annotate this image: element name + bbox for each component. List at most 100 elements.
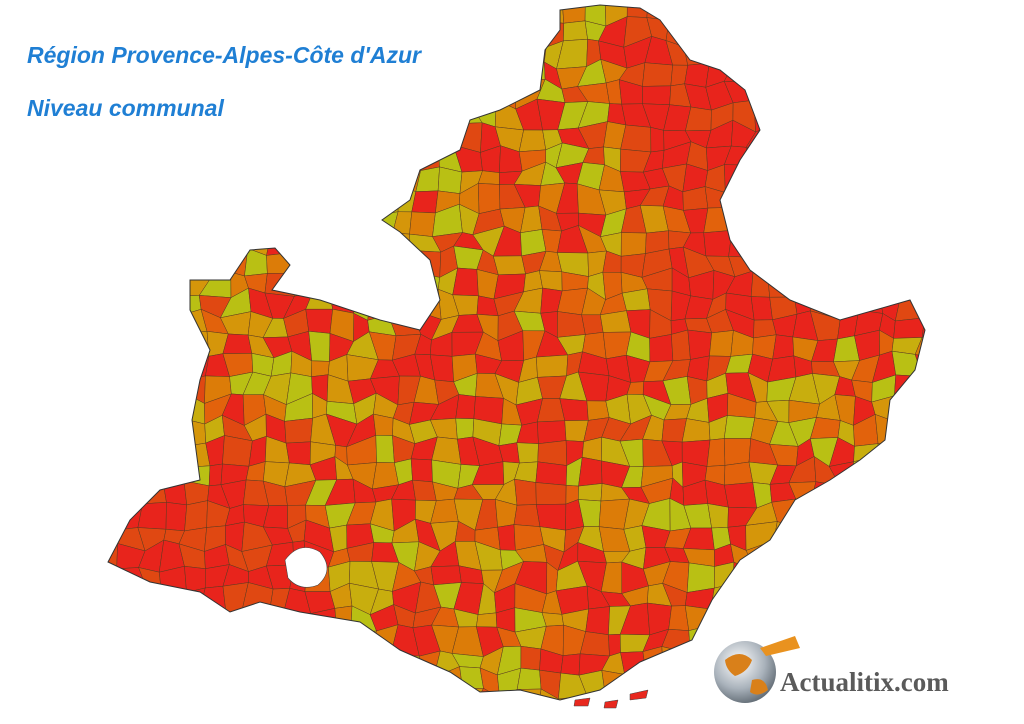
- commune: [830, 270, 862, 300]
- commune: [578, 483, 603, 502]
- commune: [766, 163, 794, 195]
- commune: [850, 148, 883, 170]
- commune: [851, 717, 873, 724]
- commune: [898, 100, 919, 126]
- commune: [811, 56, 836, 90]
- commune: [410, 78, 438, 108]
- commune: [915, 255, 925, 279]
- commune: [817, 606, 839, 630]
- commune: [141, 354, 167, 384]
- commune: [808, 229, 840, 251]
- commune: [108, 267, 122, 290]
- commune: [245, 695, 272, 700]
- commune: [770, 225, 796, 253]
- commune: [200, 607, 227, 632]
- commune: [330, 103, 351, 130]
- commune: [143, 225, 165, 256]
- commune: [837, 122, 859, 152]
- commune: [706, 47, 733, 66]
- commune: [809, 507, 838, 531]
- commune: [914, 294, 925, 319]
- commune: [207, 624, 225, 651]
- commune: [143, 149, 164, 172]
- commune: [115, 269, 140, 290]
- commune: [222, 226, 249, 258]
- commune: [284, 417, 313, 444]
- commune: [455, 709, 477, 724]
- commune: [165, 501, 188, 532]
- commune: [770, 78, 793, 103]
- commune: [585, 606, 611, 636]
- commune: [390, 686, 412, 700]
- commune: [354, 164, 375, 188]
- commune: [562, 5, 586, 24]
- commune: [186, 419, 207, 447]
- commune: [348, 184, 377, 216]
- commune: [304, 5, 335, 27]
- commune: [914, 275, 925, 298]
- commune: [139, 590, 162, 616]
- commune: [746, 21, 778, 48]
- commune: [918, 437, 925, 463]
- commune: [325, 17, 355, 45]
- commune: [642, 62, 673, 87]
- commune: [224, 650, 253, 675]
- commune: [333, 78, 351, 106]
- commune: [332, 669, 355, 694]
- commune: [620, 232, 647, 257]
- commune: [732, 561, 757, 595]
- commune: [734, 606, 755, 635]
- commune: [599, 310, 632, 333]
- commune: [872, 713, 900, 724]
- commune: [332, 231, 358, 254]
- commune: [304, 17, 335, 43]
- commune: [158, 592, 187, 616]
- commune: [287, 104, 310, 131]
- commune: [476, 612, 498, 628]
- commune: [291, 140, 316, 167]
- commune: [914, 168, 925, 189]
- commune: [857, 631, 883, 657]
- commune: [263, 204, 295, 237]
- commune: [791, 5, 818, 26]
- commune: [896, 186, 925, 214]
- commune: [851, 5, 876, 27]
- commune: [242, 104, 270, 132]
- commune: [879, 246, 901, 274]
- commune: [326, 251, 356, 276]
- commune: [748, 41, 775, 61]
- commune: [268, 695, 295, 700]
- commune: [350, 630, 377, 652]
- commune: [429, 18, 460, 44]
- commune: [157, 65, 188, 87]
- commune: [871, 498, 904, 526]
- commune: [518, 129, 547, 152]
- commune: [178, 607, 209, 634]
- commune: [723, 438, 751, 466]
- commune: [161, 270, 190, 298]
- commune: [391, 121, 421, 149]
- commune: [177, 166, 210, 188]
- commune: [328, 689, 354, 700]
- commune: [707, 5, 728, 20]
- commune: [163, 434, 187, 468]
- commune: [390, 232, 411, 251]
- commune: [120, 225, 146, 256]
- commune: [293, 271, 314, 297]
- commune: [513, 504, 541, 527]
- commune: [671, 329, 691, 361]
- commune: [108, 333, 120, 363]
- commune: [242, 608, 274, 627]
- commune: [108, 163, 127, 195]
- commune: [162, 225, 186, 253]
- commune: [108, 250, 122, 270]
- commune: [308, 331, 331, 362]
- commune: [918, 628, 925, 652]
- commune: [117, 208, 149, 235]
- commune: [333, 142, 358, 170]
- commune: [283, 611, 311, 628]
- commune: [263, 711, 293, 724]
- commune: [206, 162, 228, 193]
- commune: [685, 5, 709, 24]
- etang-de-berre: [284, 547, 328, 588]
